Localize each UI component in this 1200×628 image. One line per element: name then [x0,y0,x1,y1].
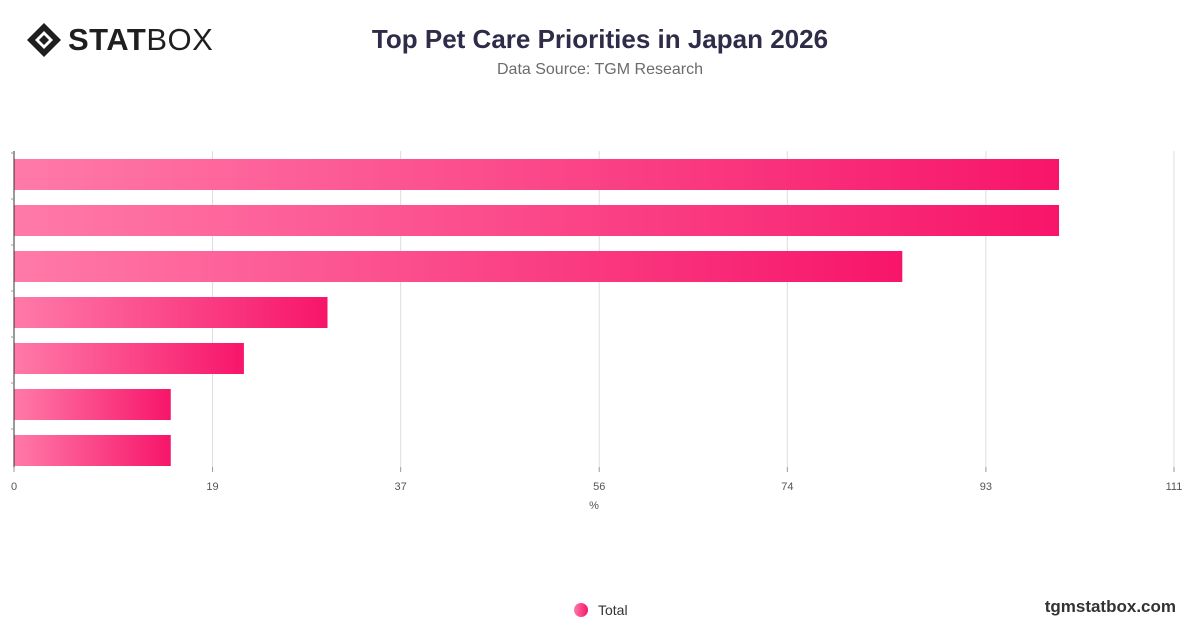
x-tick-label: 19 [206,481,218,493]
statbox-diamond-icon [27,23,61,57]
legend-label: Total [598,602,628,618]
x-tick-label: 56 [593,481,605,493]
x-tick-label: 93 [980,481,992,493]
x-tick-label: 37 [395,481,407,493]
bar-total[interactable] [14,389,171,420]
logo-bold-text: STAT [68,22,147,57]
bar-total[interactable] [14,297,328,328]
site-url[interactable]: tgmstatbox.com [1044,597,1176,616]
chart-title: Top Pet Care Priorities in Japan 2026 [371,24,829,54]
bar-total[interactable] [14,435,171,466]
chart-subtitle: Data Source: TGM Research [496,61,703,78]
x-tick-label: 0 [11,481,17,493]
x-axis-label: % [589,500,599,512]
grid-lines [212,151,1175,467]
statbox-logo: STATBOX [26,22,213,58]
axes: 0 19 37 56 74 93 111 [11,151,1182,493]
bar-total[interactable] [14,159,1060,190]
x-tick-label: 74 [781,481,793,493]
x-tick-label: 111 [1166,481,1183,493]
legend[interactable]: Total [574,602,628,618]
logo-light-text: BOX [146,22,214,57]
logo-wordmark: STATBOX [68,22,213,58]
bar-total[interactable] [14,343,244,374]
bar-total[interactable] [14,205,1060,236]
bars [14,159,1060,466]
bar-total[interactable] [14,251,903,282]
legend-swatch [574,603,588,617]
